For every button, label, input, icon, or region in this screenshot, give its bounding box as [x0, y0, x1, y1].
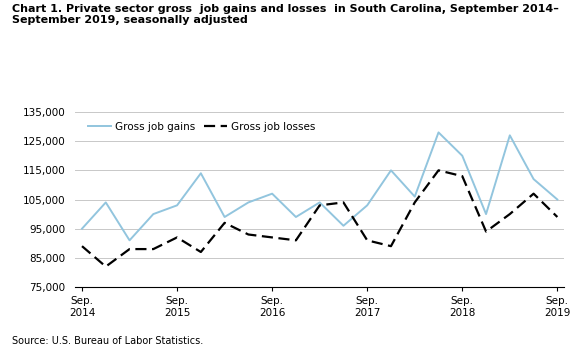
Gross job gains [198, 171, 204, 175]
Gross job gains [173, 203, 180, 208]
Gross job gains [340, 224, 347, 228]
Gross job losses [435, 168, 442, 173]
Gross job gains [530, 177, 537, 181]
Line: Gross job losses: Gross job losses [82, 170, 558, 267]
Gross job losses [268, 235, 275, 239]
Gross job gains [103, 200, 109, 204]
Gross job gains [150, 212, 157, 216]
Gross job losses [173, 235, 180, 239]
Gross job gains [364, 203, 371, 208]
Text: Source: U.S. Bureau of Labor Statistics.: Source: U.S. Bureau of Labor Statistics. [12, 336, 203, 346]
Legend: Gross job gains, Gross job losses: Gross job gains, Gross job losses [85, 119, 319, 135]
Gross job gains [411, 195, 418, 199]
Gross job losses [506, 212, 513, 216]
Gross job losses [388, 244, 395, 248]
Gross job gains [126, 238, 133, 243]
Gross job losses [483, 230, 490, 234]
Gross job gains [459, 154, 466, 158]
Gross job losses [293, 238, 300, 243]
Gross job gains [221, 215, 228, 219]
Gross job gains [245, 200, 252, 204]
Gross job gains [506, 133, 513, 138]
Gross job losses [340, 200, 347, 204]
Gross job losses [78, 244, 85, 248]
Gross job losses [530, 191, 537, 196]
Gross job gains [293, 215, 300, 219]
Gross job losses [126, 247, 133, 251]
Text: Chart 1. Private sector gross  job gains and losses  in South Carolina, Septembe: Chart 1. Private sector gross job gains … [12, 4, 558, 25]
Gross job gains [435, 130, 442, 134]
Gross job losses [245, 232, 252, 237]
Gross job gains [554, 197, 561, 202]
Gross job losses [103, 265, 109, 269]
Gross job gains [316, 200, 323, 204]
Gross job losses [554, 215, 561, 219]
Gross job losses [316, 203, 323, 208]
Gross job gains [268, 191, 275, 196]
Gross job losses [150, 247, 157, 251]
Gross job losses [411, 200, 418, 204]
Gross job losses [459, 174, 466, 178]
Gross job losses [221, 221, 228, 225]
Gross job losses [198, 250, 204, 254]
Line: Gross job gains: Gross job gains [82, 132, 558, 240]
Gross job gains [388, 168, 395, 173]
Gross job losses [364, 238, 371, 243]
Gross job gains [78, 226, 85, 231]
Gross job gains [483, 212, 490, 216]
